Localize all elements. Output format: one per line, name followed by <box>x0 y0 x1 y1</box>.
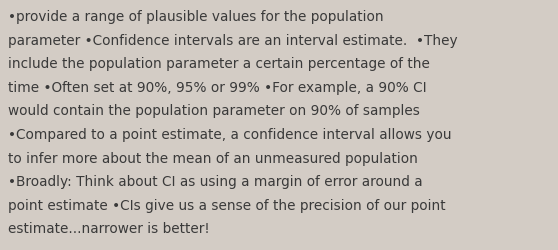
Text: •provide a range of plausible values for the population: •provide a range of plausible values for… <box>8 10 384 24</box>
Text: parameter •Confidence intervals are an interval estimate.  •They: parameter •Confidence intervals are an i… <box>8 34 458 48</box>
Text: •Compared to a point estimate, a confidence interval allows you: •Compared to a point estimate, a confide… <box>8 128 452 141</box>
Text: include the population parameter a certain percentage of the: include the population parameter a certa… <box>8 57 430 71</box>
Text: •Broadly: Think about CI as using a margin of error around a: •Broadly: Think about CI as using a marg… <box>8 174 423 188</box>
Text: to infer more about the mean of an unmeasured population: to infer more about the mean of an unmea… <box>8 151 418 165</box>
Text: time •Often set at 90%, 95% or 99% •For example, a 90% CI: time •Often set at 90%, 95% or 99% •For … <box>8 80 427 94</box>
Text: point estimate •CIs give us a sense of the precision of our point: point estimate •CIs give us a sense of t… <box>8 198 446 212</box>
Text: would contain the population parameter on 90% of samples: would contain the population parameter o… <box>8 104 420 118</box>
Text: estimate...narrower is better!: estimate...narrower is better! <box>8 222 210 235</box>
